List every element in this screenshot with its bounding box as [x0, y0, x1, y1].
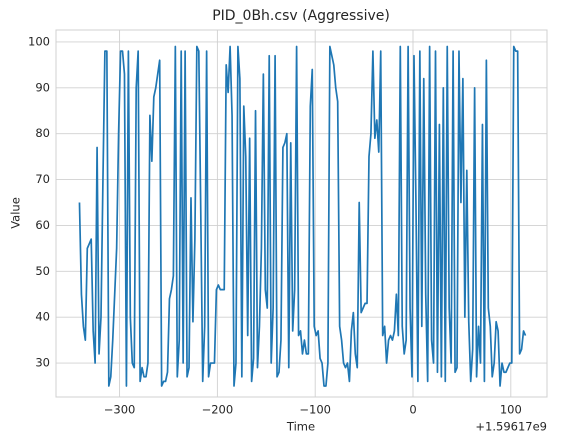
- data-line: [78, 45, 527, 387]
- x-tick-label: −100: [299, 403, 331, 417]
- y-tick-label: 70: [35, 172, 50, 186]
- y-tick-label: 80: [35, 126, 50, 140]
- y-tick-label: 30: [35, 356, 50, 370]
- y-tick-label: 90: [35, 80, 50, 94]
- x-tick-label: 100: [500, 403, 522, 417]
- y-axis-label: Value: [9, 197, 23, 229]
- chart-title: PID_0Bh.csv (Aggressive): [212, 8, 390, 24]
- x-tick-label: 0: [409, 403, 416, 417]
- y-tick-label: 60: [35, 218, 50, 232]
- x-tick-label: −300: [104, 403, 136, 417]
- y-tick-label: 100: [28, 34, 50, 48]
- x-offset-label: +1.59617e9: [475, 420, 547, 434]
- y-tick-label: 50: [35, 264, 50, 278]
- x-tick-label: −200: [202, 403, 234, 417]
- plot-frame: [55, 29, 548, 398]
- x-axis-label: Time: [286, 420, 315, 434]
- y-tick-label: 40: [35, 310, 50, 324]
